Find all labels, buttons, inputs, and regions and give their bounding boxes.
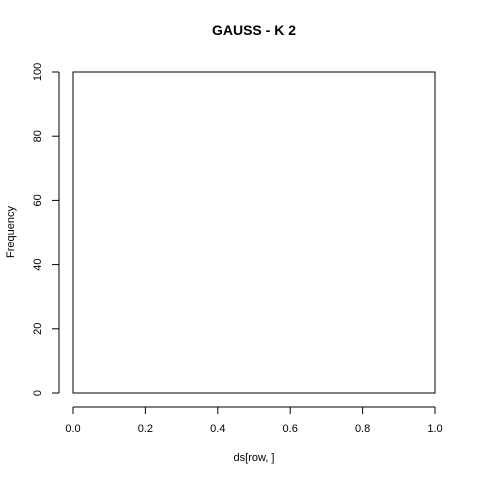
y-tick-label: 100 [32, 63, 44, 81]
x-tick-label: 0.8 [355, 423, 370, 435]
plot-area-box [73, 72, 435, 393]
y-axis-label: Frequency [5, 206, 17, 258]
x-tick-label: 0.0 [65, 423, 80, 435]
y-tick-label: 60 [32, 194, 44, 206]
x-tick-label: 0.2 [138, 423, 153, 435]
y-tick-label: 40 [32, 258, 44, 270]
x-tick-label: 0.4 [210, 423, 225, 435]
y-tick-label: 80 [32, 130, 44, 142]
y-tick-label: 0 [32, 390, 44, 396]
y-tick-label: 20 [32, 323, 44, 335]
y-axis: 0 20 40 60 80 100 [32, 63, 59, 396]
x-axis-label: ds[row, ] [234, 452, 275, 464]
x-tick-label: 0.6 [283, 423, 298, 435]
x-tick-label: 1.0 [427, 423, 442, 435]
x-axis: 0.0 0.2 0.4 0.6 0.8 1.0 [65, 407, 442, 435]
chart-title: GAUSS - K 2 [212, 22, 296, 38]
